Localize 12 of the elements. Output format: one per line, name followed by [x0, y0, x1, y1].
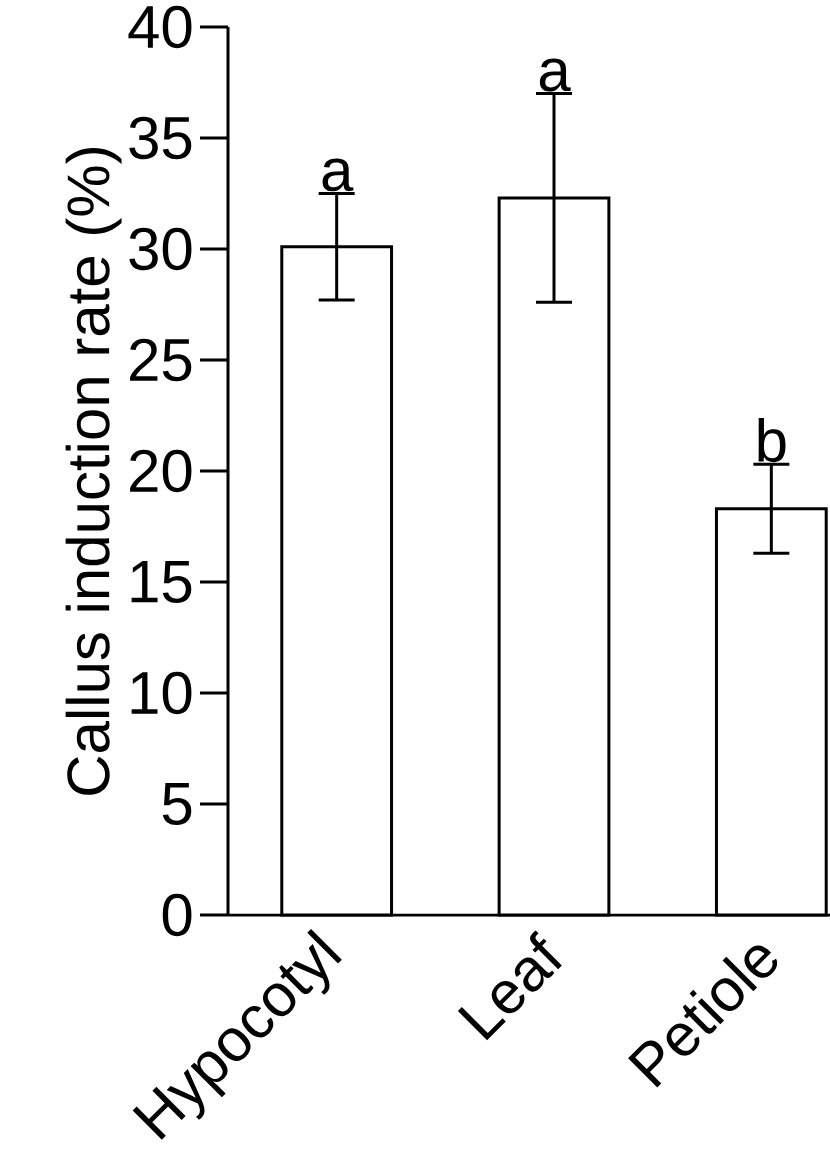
annotation: a [539, 58, 571, 92]
y-tick-label: 10 [131, 671, 192, 715]
y-tick-label: 25 [130, 338, 192, 382]
annotation: a [322, 158, 354, 192]
y-tick-label: 15 [131, 561, 192, 603]
y-axis-title: Callus induction rate (%) [65, 148, 122, 795]
y-tick-label: 20 [130, 449, 192, 493]
y-tick-label: 5 [162, 783, 192, 825]
y-tick-label: 35 [129, 116, 192, 160]
y-tick-label: 30 [129, 227, 192, 271]
y-tick-label: 40 [128, 5, 192, 49]
annotation: b [758, 418, 786, 463]
